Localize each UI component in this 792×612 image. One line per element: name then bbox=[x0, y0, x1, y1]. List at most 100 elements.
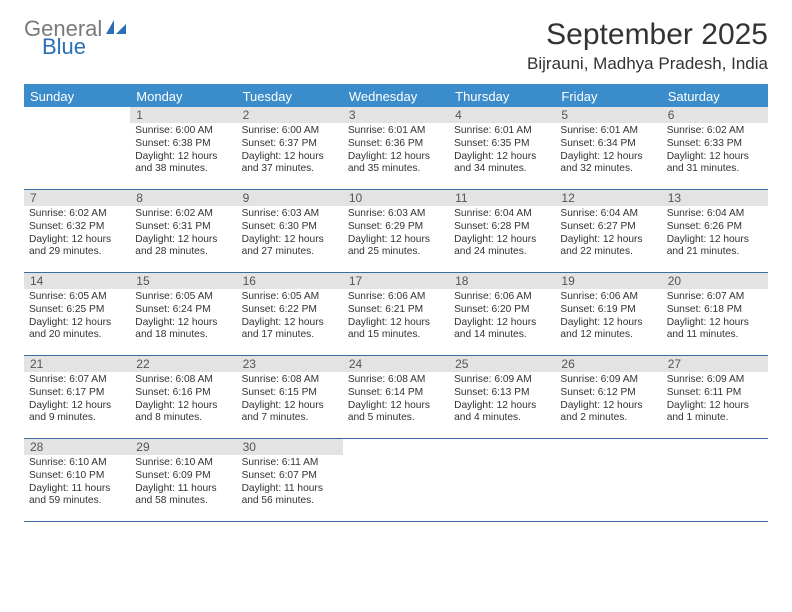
day-details: Sunrise: 6:11 AMSunset: 6:07 PMDaylight:… bbox=[242, 457, 338, 508]
day-cell: 26Sunrise: 6:09 AMSunset: 6:12 PMDayligh… bbox=[555, 356, 661, 438]
day-number: 10 bbox=[343, 190, 449, 206]
sunrise-text: Sunrise: 6:05 AM bbox=[135, 291, 231, 304]
day-details: Sunrise: 6:04 AMSunset: 6:27 PMDaylight:… bbox=[560, 208, 656, 259]
sunrise-text: Sunrise: 6:06 AM bbox=[560, 291, 656, 304]
day-number: 17 bbox=[343, 273, 449, 289]
day-details: Sunrise: 6:00 AMSunset: 6:38 PMDaylight:… bbox=[135, 125, 231, 176]
day-number: 16 bbox=[237, 273, 343, 289]
sunset-text: Sunset: 6:09 PM bbox=[135, 470, 231, 483]
day-number: 18 bbox=[449, 273, 555, 289]
day-details: Sunrise: 6:03 AMSunset: 6:30 PMDaylight:… bbox=[242, 208, 338, 259]
day-cell: 11 Sunrise: 6:04 AMSunset: 6:28 PMDayligh… bbox=[449, 190, 555, 272]
daylight-text: Daylight: 12 hours and 27 minutes. bbox=[242, 234, 338, 260]
sunset-text: Sunset: 6:12 PM bbox=[560, 387, 656, 400]
day-details: Sunrise: 6:06 AMSunset: 6:21 PMDaylight:… bbox=[348, 291, 444, 342]
daylight-text: Daylight: 11 hours and 59 minutes. bbox=[29, 483, 125, 509]
daylight-text: Daylight: 12 hours and 11 minutes. bbox=[667, 317, 763, 343]
daylight-text: Daylight: 12 hours and 12 minutes. bbox=[560, 317, 656, 343]
location-text: Bijrauni, Madhya Pradesh, India bbox=[527, 54, 768, 74]
day-number: 11 bbox=[449, 190, 555, 206]
day-cell: 4Sunrise: 6:01 AMSunset: 6:35 PMDaylight… bbox=[449, 107, 555, 189]
daylight-text: Daylight: 11 hours and 58 minutes. bbox=[135, 483, 231, 509]
day-number: 6 bbox=[662, 107, 768, 123]
sunset-text: Sunset: 6:18 PM bbox=[667, 304, 763, 317]
sunset-text: Sunset: 6:30 PM bbox=[242, 221, 338, 234]
day-cell bbox=[555, 439, 661, 521]
sunset-text: Sunset: 6:36 PM bbox=[348, 138, 444, 151]
day-cell: 1Sunrise: 6:00 AMSunset: 6:38 PMDaylight… bbox=[130, 107, 236, 189]
day-cell: 9Sunrise: 6:03 AMSunset: 6:30 PMDaylight… bbox=[237, 190, 343, 272]
day-details: Sunrise: 6:01 AMSunset: 6:35 PMDaylight:… bbox=[454, 125, 550, 176]
sunrise-text: Sunrise: 6:10 AM bbox=[29, 457, 125, 470]
day-header-cell: Monday bbox=[130, 86, 236, 107]
brand-logo: General Blue bbox=[24, 18, 128, 58]
sunset-text: Sunset: 6:11 PM bbox=[667, 387, 763, 400]
day-number: 25 bbox=[449, 356, 555, 372]
day-number: 3 bbox=[343, 107, 449, 123]
sunset-text: Sunset: 6:27 PM bbox=[560, 221, 656, 234]
day-cell: 27Sunrise: 6:09 AMSunset: 6:11 PMDayligh… bbox=[662, 356, 768, 438]
day-cell: 21Sunrise: 6:07 AMSunset: 6:17 PMDayligh… bbox=[24, 356, 130, 438]
day-cell: 12Sunrise: 6:04 AMSunset: 6:27 PMDayligh… bbox=[555, 190, 661, 272]
calendar-grid: Sunday Monday Tuesday Wednesday Thursday… bbox=[24, 84, 768, 522]
daylight-text: Daylight: 12 hours and 35 minutes. bbox=[348, 151, 444, 177]
day-number: 15 bbox=[130, 273, 236, 289]
day-header-cell: Friday bbox=[555, 86, 661, 107]
day-details: Sunrise: 6:03 AMSunset: 6:29 PMDaylight:… bbox=[348, 208, 444, 259]
day-details: Sunrise: 6:01 AMSunset: 6:34 PMDaylight:… bbox=[560, 125, 656, 176]
day-cell: 13Sunrise: 6:04 AMSunset: 6:26 PMDayligh… bbox=[662, 190, 768, 272]
daylight-text: Daylight: 12 hours and 37 minutes. bbox=[242, 151, 338, 177]
daylight-text: Daylight: 12 hours and 32 minutes. bbox=[560, 151, 656, 177]
sunset-text: Sunset: 6:17 PM bbox=[29, 387, 125, 400]
daylight-text: Daylight: 12 hours and 38 minutes. bbox=[135, 151, 231, 177]
sunrise-text: Sunrise: 6:07 AM bbox=[29, 374, 125, 387]
day-cell: 30Sunrise: 6:11 AMSunset: 6:07 PMDayligh… bbox=[237, 439, 343, 521]
day-number: 19 bbox=[555, 273, 661, 289]
day-header-cell: Saturday bbox=[662, 86, 768, 107]
sunset-text: Sunset: 6:15 PM bbox=[242, 387, 338, 400]
day-details: Sunrise: 6:08 AMSunset: 6:14 PMDaylight:… bbox=[348, 374, 444, 425]
sunrise-text: Sunrise: 6:09 AM bbox=[560, 374, 656, 387]
sunrise-text: Sunrise: 6:00 AM bbox=[135, 125, 231, 138]
day-header-cell: Wednesday bbox=[343, 86, 449, 107]
day-number: 26 bbox=[555, 356, 661, 372]
sunrise-text: Sunrise: 6:01 AM bbox=[348, 125, 444, 138]
day-number: 27 bbox=[662, 356, 768, 372]
page-header: General Blue September 2025 Bijrauni, Ma… bbox=[24, 18, 768, 74]
title-block: September 2025 Bijrauni, Madhya Pradesh,… bbox=[527, 18, 768, 74]
sunrise-text: Sunrise: 6:04 AM bbox=[454, 208, 550, 221]
daylight-text: Daylight: 12 hours and 25 minutes. bbox=[348, 234, 444, 260]
week-row: 14Sunrise: 6:05 AMSunset: 6:25 PMDayligh… bbox=[24, 273, 768, 356]
day-cell: 5Sunrise: 6:01 AMSunset: 6:34 PMDaylight… bbox=[555, 107, 661, 189]
day-details: Sunrise: 6:06 AMSunset: 6:19 PMDaylight:… bbox=[560, 291, 656, 342]
sunset-text: Sunset: 6:13 PM bbox=[454, 387, 550, 400]
week-row: 21Sunrise: 6:07 AMSunset: 6:17 PMDayligh… bbox=[24, 356, 768, 439]
day-number: 7 bbox=[24, 190, 130, 206]
sunset-text: Sunset: 6:26 PM bbox=[667, 221, 763, 234]
day-details: Sunrise: 6:07 AMSunset: 6:17 PMDaylight:… bbox=[29, 374, 125, 425]
day-details: Sunrise: 6:02 AMSunset: 6:33 PMDaylight:… bbox=[667, 125, 763, 176]
sunrise-text: Sunrise: 6:08 AM bbox=[135, 374, 231, 387]
day-cell: 10 Sunrise: 6:03 AMSunset: 6:29 PMDayligh… bbox=[343, 190, 449, 272]
day-details: Sunrise: 6:08 AMSunset: 6:15 PMDaylight:… bbox=[242, 374, 338, 425]
sunset-text: Sunset: 6:10 PM bbox=[29, 470, 125, 483]
day-details: Sunrise: 6:04 AMSunset: 6:28 PMDaylight:… bbox=[454, 208, 550, 259]
day-cell: 8Sunrise: 6:02 AMSunset: 6:31 PMDaylight… bbox=[130, 190, 236, 272]
sunrise-text: Sunrise: 6:09 AM bbox=[667, 374, 763, 387]
sunrise-text: Sunrise: 6:10 AM bbox=[135, 457, 231, 470]
day-number: 2 bbox=[237, 107, 343, 123]
sunset-text: Sunset: 6:35 PM bbox=[454, 138, 550, 151]
daylight-text: Daylight: 12 hours and 20 minutes. bbox=[29, 317, 125, 343]
day-details: Sunrise: 6:10 AMSunset: 6:10 PMDaylight:… bbox=[29, 457, 125, 508]
day-number: 14 bbox=[24, 273, 130, 289]
day-cell: 6 Sunrise: 6:02 AMSunset: 6:33 PMDaylight… bbox=[662, 107, 768, 189]
daylight-text: Daylight: 12 hours and 22 minutes. bbox=[560, 234, 656, 260]
sunrise-text: Sunrise: 6:03 AM bbox=[348, 208, 444, 221]
daylight-text: Daylight: 12 hours and 31 minutes. bbox=[667, 151, 763, 177]
week-row: 28Sunrise: 6:10 AMSunset: 6:10 PMDayligh… bbox=[24, 439, 768, 522]
sunrise-text: Sunrise: 6:04 AM bbox=[560, 208, 656, 221]
day-details: Sunrise: 6:05 AMSunset: 6:24 PMDaylight:… bbox=[135, 291, 231, 342]
sunset-text: Sunset: 6:07 PM bbox=[242, 470, 338, 483]
sunrise-text: Sunrise: 6:02 AM bbox=[667, 125, 763, 138]
sunset-text: Sunset: 6:37 PM bbox=[242, 138, 338, 151]
